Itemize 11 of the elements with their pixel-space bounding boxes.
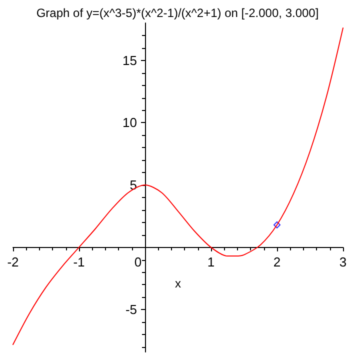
- x-tick-label: -2: [7, 254, 19, 270]
- x-tick-label: 0: [134, 254, 142, 270]
- x-tick-label: 1: [207, 254, 215, 270]
- y-tick-label: -5: [125, 302, 137, 318]
- y-tick-label: 10: [122, 115, 137, 130]
- x-tick-label: -1: [73, 254, 85, 270]
- x-axis-title: x: [175, 276, 181, 290]
- x-tick-label: 2: [273, 254, 281, 270]
- x-tick-label: 3: [339, 254, 347, 270]
- y-tick-label: 15: [122, 52, 137, 68]
- chart-title: Graph of y=(x^3-5)*(x^2-1)/(x^2+1) on [-2.000, 3.000]: [36, 6, 319, 20]
